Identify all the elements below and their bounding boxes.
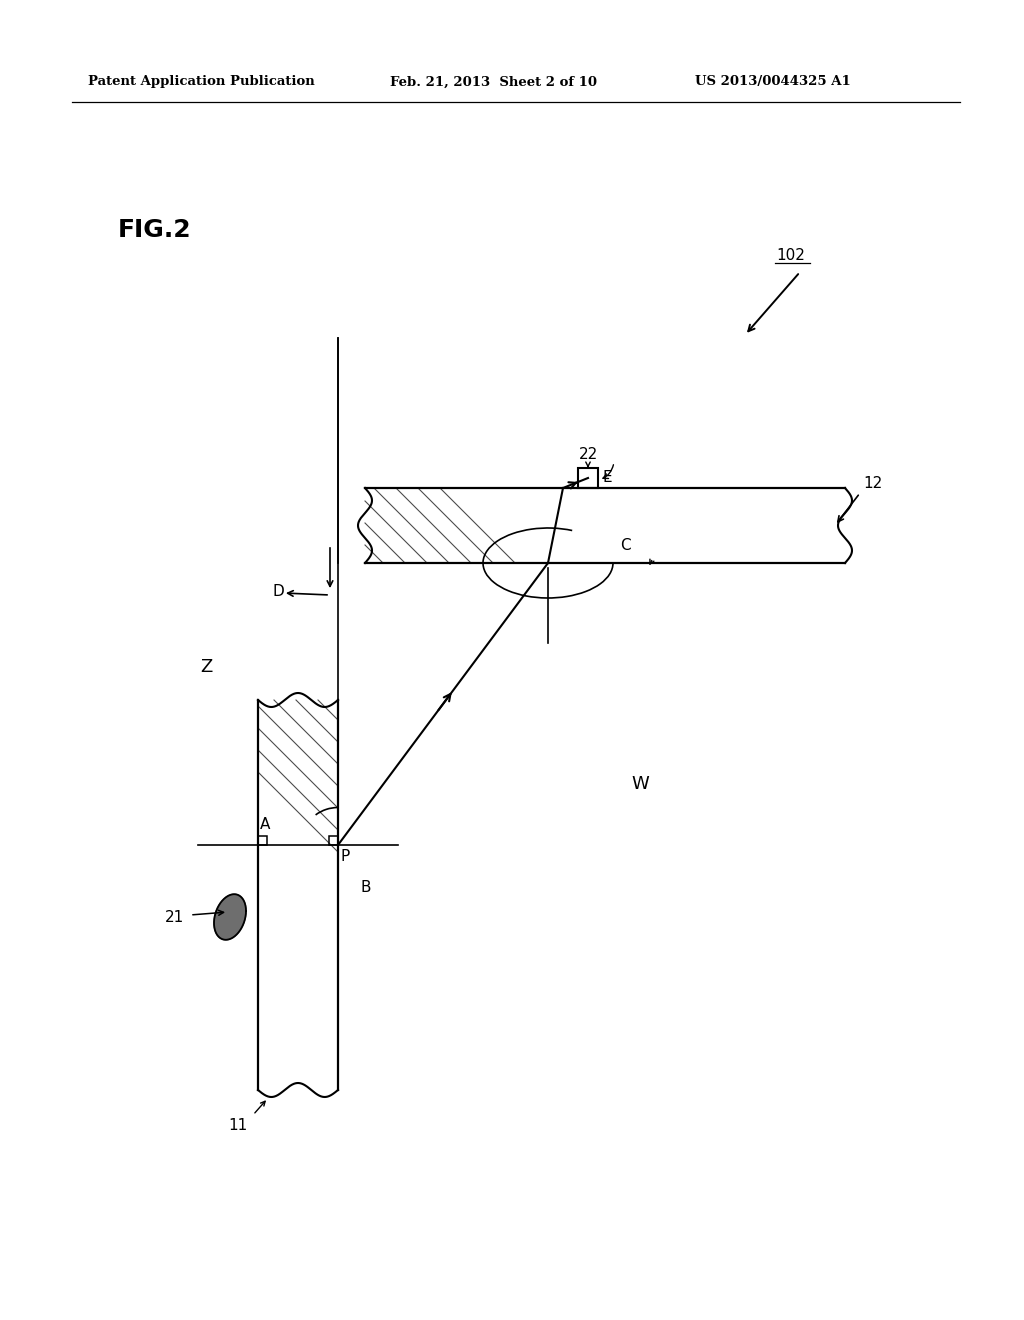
Text: A: A — [260, 817, 270, 832]
Polygon shape — [214, 894, 246, 940]
Text: US 2013/0044325 A1: US 2013/0044325 A1 — [695, 75, 851, 88]
Bar — [258, 836, 267, 845]
Text: 21: 21 — [165, 909, 184, 924]
Text: 22: 22 — [579, 447, 598, 462]
Text: Z: Z — [200, 657, 212, 676]
Text: FIG.2: FIG.2 — [118, 218, 191, 242]
Text: 102: 102 — [776, 248, 806, 263]
Text: Patent Application Publication: Patent Application Publication — [88, 75, 314, 88]
Text: D: D — [273, 583, 285, 598]
Text: B: B — [360, 879, 371, 895]
Text: C: C — [620, 537, 631, 553]
Text: 12: 12 — [863, 475, 883, 491]
Bar — [578, 469, 598, 488]
Text: W: W — [631, 775, 649, 793]
Text: E: E — [602, 470, 611, 486]
Text: P: P — [341, 849, 350, 865]
Text: 11: 11 — [228, 1118, 248, 1133]
Bar — [329, 836, 338, 845]
Text: Feb. 21, 2013  Sheet 2 of 10: Feb. 21, 2013 Sheet 2 of 10 — [390, 75, 597, 88]
